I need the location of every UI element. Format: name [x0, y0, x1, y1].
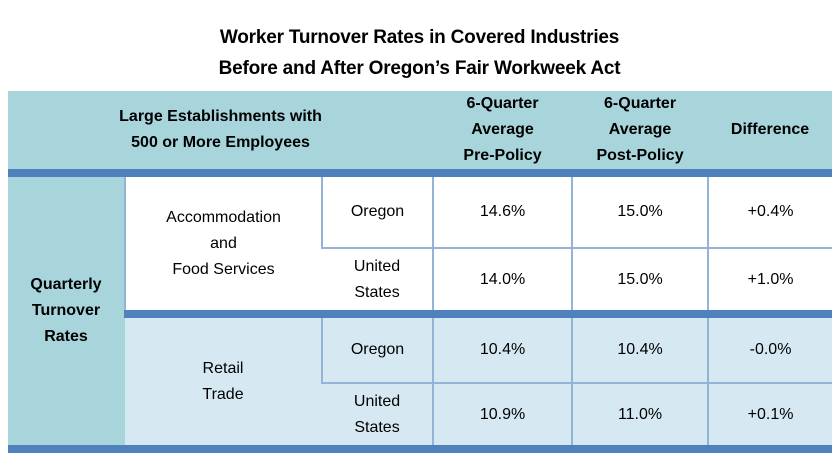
cell-post-policy: 15.0% — [571, 173, 709, 249]
cell-post-policy: 11.0% — [571, 383, 709, 453]
table-row-accommodation-oregon: Quarterly Turnover Rates Accommodation a… — [8, 173, 833, 453]
geo-cell: United States — [322, 383, 434, 453]
figure-title: Worker Turnover Rates in Covered Industr… — [0, 0, 839, 84]
figure-title-line-1: Worker Turnover Rates in Covered Industr… — [219, 27, 620, 48]
header-pre-policy-cell: 6-Quarter Average Pre-Policy — [433, 91, 573, 177]
header-row: Large Establishments with 500 or More Em… — [8, 91, 833, 177]
cell-difference: +0.1% — [707, 383, 833, 453]
table-row-accommodation-us: United States 14.0% 15.0% +1.0% — [8, 248, 833, 314]
row-label-cell: Quarterly Turnover Rates — [8, 173, 125, 453]
cell-post-policy: 10.4% — [571, 310, 709, 384]
cell-pre-policy: 14.0% — [432, 248, 573, 314]
table-row-retail-oregon: Retail Trade Oregon 10.4% 10.4% -0.0% — [8, 310, 833, 453]
cell-pre-policy: 14.6% — [432, 173, 573, 249]
geo-cell: United States — [322, 248, 434, 314]
industry-cell-retail-trade: Retail Trade — [125, 310, 322, 453]
cell-pre-policy: 10.9% — [432, 383, 573, 453]
figure-title-line-2: Before and After Oregon’s Fair Workweek … — [218, 58, 621, 79]
header-post-policy-cell: 6-Quarter Average Post-Policy — [572, 91, 709, 177]
geo-cell: Oregon — [320, 310, 434, 384]
cell-pre-policy: 10.4% — [432, 310, 573, 384]
cell-difference: +1.0% — [707, 248, 833, 314]
header-group-cell: Large Establishments with 500 or More Em… — [8, 91, 434, 177]
industry-cell-accommodation-food-services: Accommodation and Food Services — [124, 173, 322, 314]
table-row-retail-us: United States 10.9% 11.0% +0.1% — [8, 383, 833, 453]
cell-difference: -0.0% — [707, 310, 833, 384]
cell-post-policy: 15.0% — [571, 248, 709, 314]
turnover-rates-table: Large Establishments with 500 or More Em… — [8, 91, 833, 453]
geo-cell: Oregon — [320, 173, 434, 249]
cell-difference: +0.4% — [707, 173, 833, 249]
header-difference-cell: Difference — [708, 91, 833, 177]
